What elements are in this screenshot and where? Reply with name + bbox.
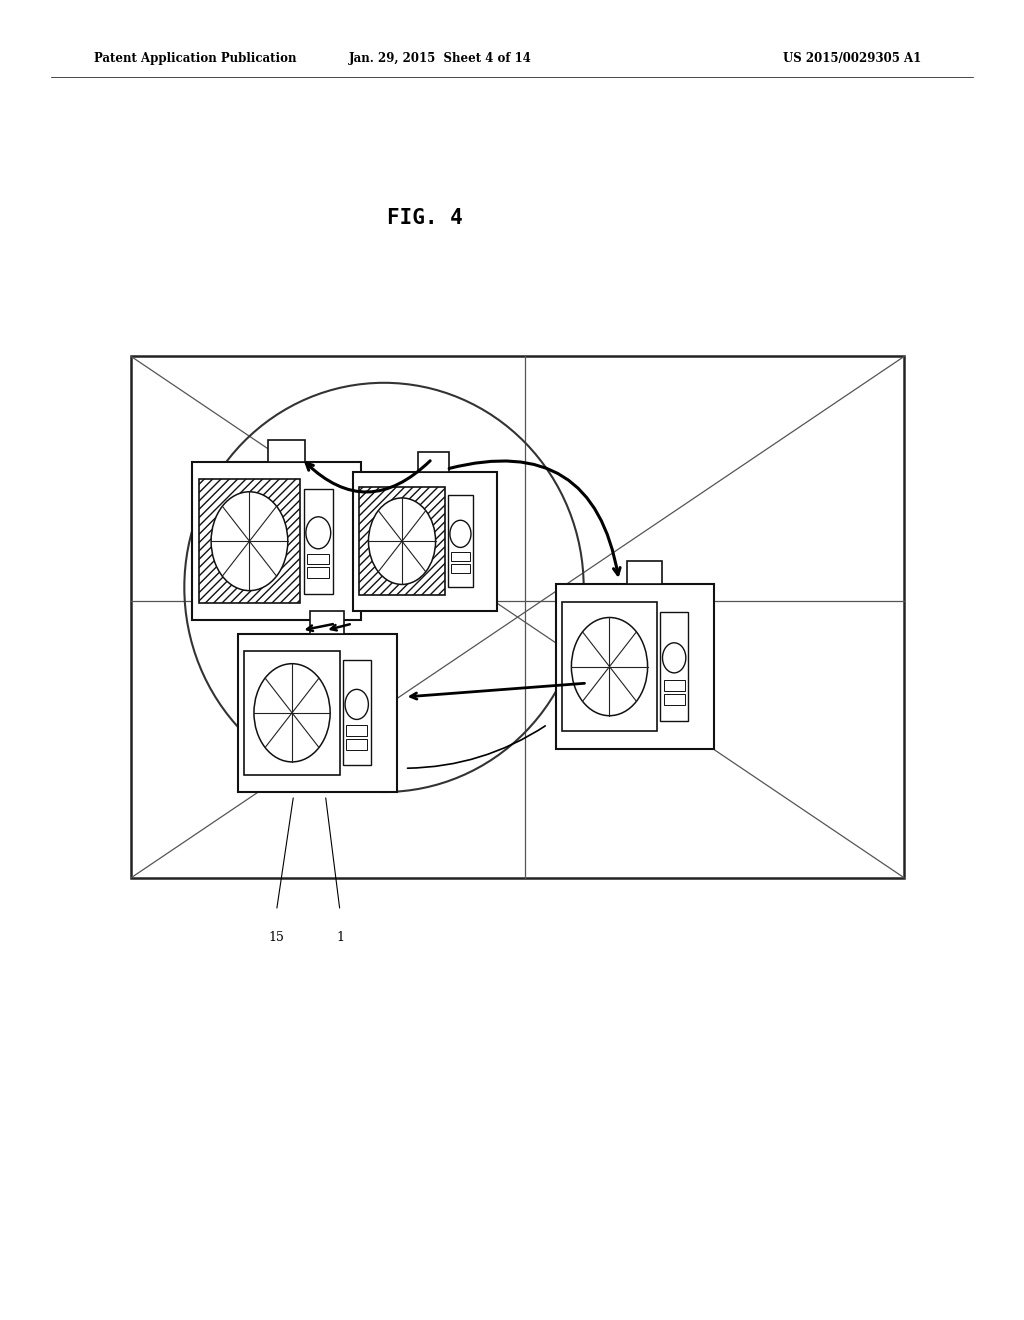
Bar [268, 440, 305, 462]
Bar [343, 660, 371, 766]
Bar [451, 564, 470, 573]
Circle shape [211, 492, 288, 590]
Bar [562, 602, 657, 731]
Bar [309, 611, 344, 634]
Bar [346, 739, 368, 750]
Bar [664, 694, 685, 705]
Bar [303, 488, 333, 594]
Text: 15: 15 [268, 931, 285, 944]
Bar [353, 473, 497, 610]
Text: Jan. 29, 2015  Sheet 4 of 14: Jan. 29, 2015 Sheet 4 of 14 [349, 51, 531, 65]
Text: US 2015/0029305 A1: US 2015/0029305 A1 [783, 51, 922, 65]
Bar [660, 612, 688, 721]
Circle shape [571, 618, 647, 715]
Bar [307, 554, 330, 565]
Bar [346, 726, 368, 737]
Bar [555, 583, 715, 750]
Circle shape [369, 498, 435, 585]
Text: Patent Application Publication: Patent Application Publication [94, 51, 297, 65]
Bar [131, 356, 904, 878]
Circle shape [254, 664, 330, 762]
Bar [447, 495, 473, 587]
Bar [199, 479, 300, 603]
Text: 1: 1 [336, 931, 344, 944]
Circle shape [663, 643, 686, 673]
Bar [193, 462, 361, 620]
Bar [451, 552, 470, 561]
Bar [664, 680, 685, 690]
Bar [359, 487, 445, 595]
Bar [245, 651, 340, 775]
Bar [627, 561, 662, 583]
Bar [307, 568, 330, 578]
Bar [238, 634, 396, 792]
Circle shape [345, 689, 369, 719]
Text: FIG. 4: FIG. 4 [387, 207, 463, 228]
Bar [418, 453, 450, 473]
Circle shape [450, 520, 471, 548]
Circle shape [306, 517, 331, 549]
